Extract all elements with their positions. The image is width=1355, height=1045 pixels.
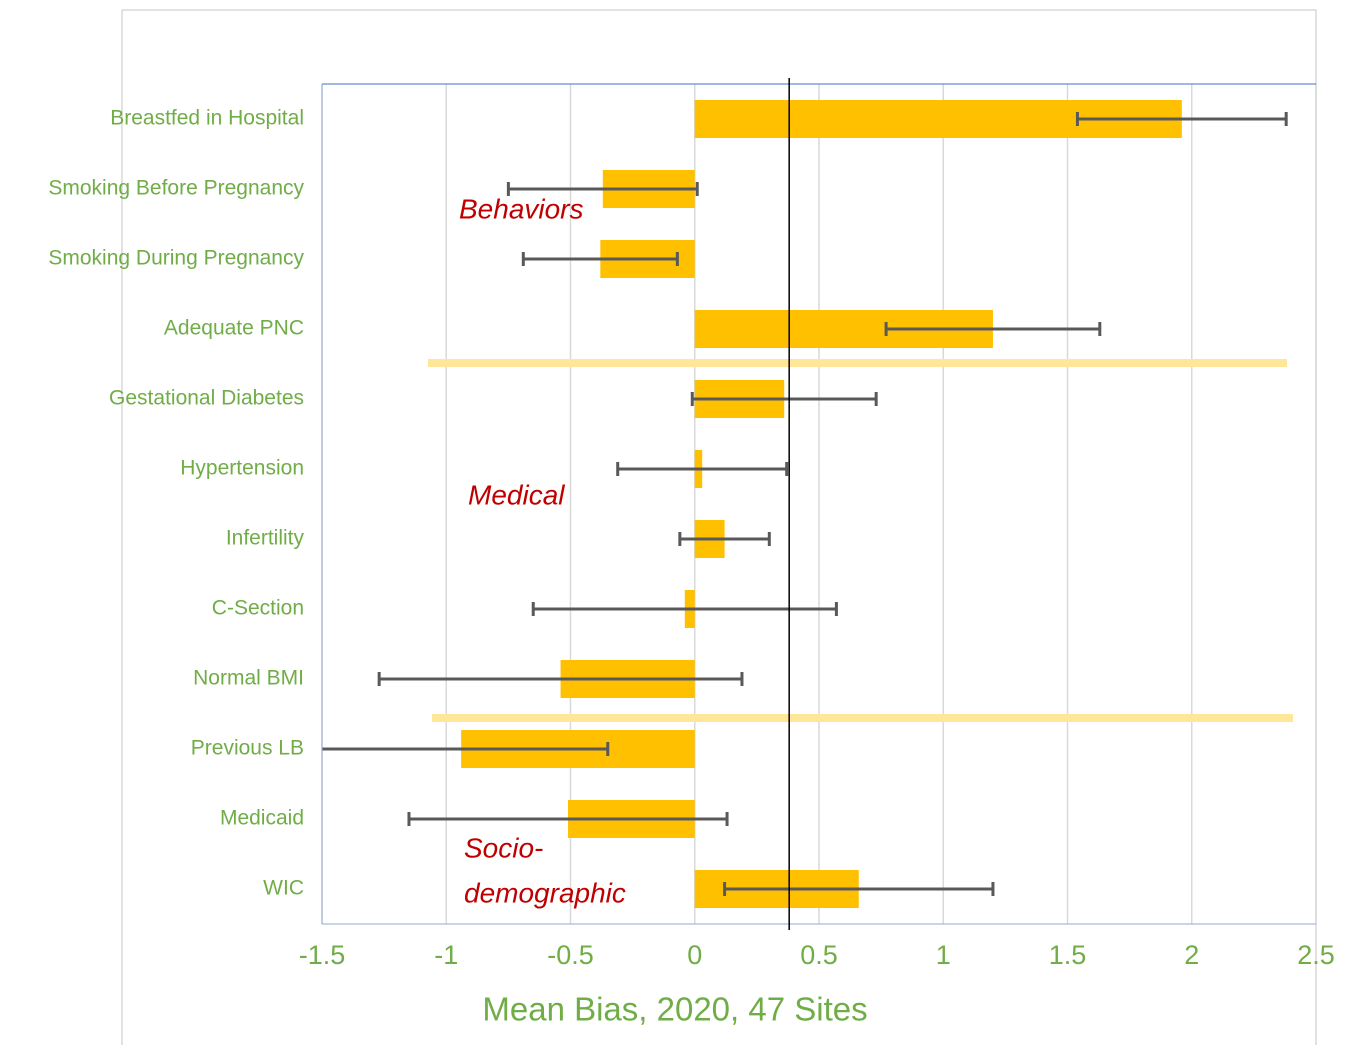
y-tick-label: Normal BMI [193,667,304,690]
marks [322,100,1288,908]
x-tick-label: 1.5 [1049,940,1087,970]
error-bar [521,252,679,266]
error-bar [506,182,699,196]
x-tick-label: 2.5 [1297,940,1335,970]
x-tick-label: -0.5 [547,940,594,970]
error-bar [723,882,995,896]
x-tick-label: -1.5 [299,940,346,970]
y-tick-label: WIC [263,877,304,900]
annotation: Socio- [464,832,543,863]
x-tick-label: 2 [1184,940,1199,970]
error-bar [1075,112,1288,126]
y-tick-label: Infertility [226,527,305,550]
y-tick-label: C-Section [212,597,304,620]
error-bar [322,742,610,756]
y-tick-label: Medicaid [220,807,304,830]
error-bar [531,602,838,616]
x-tick-label: -1 [434,940,458,970]
x-axis-title: Mean Bias, 2020, 47 Sites [482,991,867,1028]
y-tick-label: Smoking During Pregnancy [48,247,304,270]
error-bar [884,322,1102,336]
error-bar [616,462,789,476]
annotation: demographic [464,877,626,908]
error-bar [377,672,744,686]
annotation: Behaviors [459,193,584,224]
y-tick-label: Previous LB [191,737,304,760]
x-tick-label: 1 [936,940,951,970]
y-tick-label: Hypertension [180,457,304,480]
error-bar [407,812,729,826]
y-tick-label: Gestational Diabetes [109,387,304,410]
annotation: Medical [468,479,565,510]
x-tick-label: 0.5 [800,940,838,970]
error-bar [690,392,878,406]
y-tick-label: Adequate PNC [164,317,304,340]
x-tick-label: 0 [687,940,702,970]
y-tick-label: Breastfed in Hospital [110,107,304,130]
y-tick-label: Smoking Before Pregnancy [48,177,304,200]
error-bar [678,532,771,546]
